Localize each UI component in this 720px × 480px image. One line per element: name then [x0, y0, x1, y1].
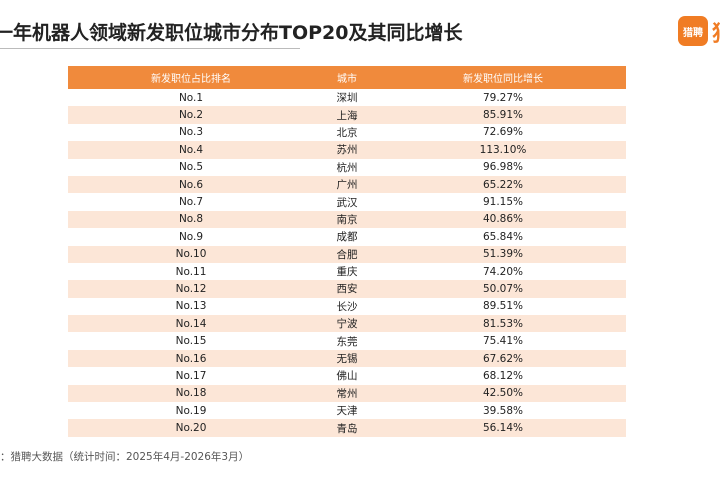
table-cell: No.8	[68, 210, 314, 229]
table-cell: 79.27%	[482, 91, 524, 104]
table-row: No.11 重庆 74.20%	[68, 263, 626, 280]
table-row: No.10 合肥 51.39%	[68, 245, 626, 263]
table-cell: 50.07%	[380, 280, 626, 298]
table-cell: No.9	[178, 230, 204, 243]
column-header: 新发职位占比排名	[68, 66, 314, 89]
table-cell: 广州	[314, 175, 380, 194]
table-cell: 深圳	[336, 92, 358, 105]
table-cell: 65.84%	[482, 230, 524, 243]
table-cell: 89.51%	[482, 300, 524, 313]
table-cell: 67.62%	[380, 349, 626, 368]
table-cell: 56.14%	[380, 419, 626, 437]
table-cell: 青岛	[314, 419, 380, 437]
table-cell: 113.10%	[380, 141, 626, 159]
table-row: No.9 成都 65.84%	[68, 228, 626, 245]
table-cell: 西安	[314, 280, 380, 298]
table-cell: 武汉	[336, 196, 358, 209]
source-note: ：猎聘大数据（统计时间：2025年4月-2026年3月）	[0, 451, 250, 463]
table-cell: No.3	[178, 126, 204, 139]
table-row: No.6 广州 65.22%	[68, 175, 626, 194]
table-cell: 重庆	[336, 266, 358, 279]
table-row: No.17 佛山 68.12%	[68, 367, 626, 384]
table-cell: 杭州	[336, 161, 358, 174]
table-cell: No.2	[68, 106, 314, 124]
table-cell: No.7	[178, 196, 204, 209]
table-cell: 合肥	[314, 245, 380, 263]
table-cell: 51.39%	[380, 245, 626, 263]
table-cell: 天津	[336, 405, 358, 418]
logo-icon: 猎聘	[678, 16, 708, 46]
table-cell: 75.41%	[482, 335, 524, 348]
logo-text: 猎	[712, 16, 720, 48]
table-row: No.5 杭州 96.98%	[68, 159, 626, 176]
table-row: No.7 武汉 91.15%	[68, 193, 626, 210]
table-cell: No.10	[68, 245, 314, 263]
table-cell: 42.50%	[380, 384, 626, 403]
table-row: No.14 宁波 81.53%	[68, 315, 626, 333]
table-cell: No.20	[68, 419, 314, 437]
table-cell: 68.12%	[482, 369, 524, 382]
table-cell: 39.58%	[482, 404, 524, 417]
table-cell: 长沙	[336, 300, 358, 313]
table-cell: No.6	[68, 175, 314, 194]
table-cell: 宁波	[314, 315, 380, 333]
table-cell: No.14	[68, 315, 314, 333]
table-row: No.19 天津 39.58%	[68, 402, 626, 419]
table-row: No.20 青岛 56.14%	[68, 419, 626, 437]
table-cell: 91.15%	[482, 196, 524, 209]
table-row: No.16 无锡 67.62%	[68, 349, 626, 368]
ranking-table: 新发职位占比排名 城市 新发职位同比增长 No.1 深圳 79.27% No.2 上海 85.…	[68, 66, 626, 437]
table-cell: No.1	[178, 91, 204, 104]
header-row: 新发职位占比排名 城市 新发职位同比增长	[68, 66, 626, 89]
table-cell: 南京	[314, 210, 380, 229]
table-cell: 65.22%	[380, 175, 626, 194]
table-cell: 74.20%	[482, 265, 524, 278]
table-cell: No.17	[175, 369, 207, 382]
table-row: No.13 长沙 89.51%	[68, 298, 626, 315]
table-cell: 无锡	[314, 349, 380, 368]
table-row: No.12 西安 50.07%	[68, 280, 626, 298]
table-cell: 72.69%	[482, 126, 524, 139]
table-cell: No.18	[68, 384, 314, 403]
title-rule	[0, 48, 300, 49]
table-row: No.4 苏州 113.10%	[68, 141, 626, 159]
table-cell: 40.86%	[380, 210, 626, 229]
table-cell: No.5	[178, 161, 204, 174]
table-cell: 佛山	[336, 370, 358, 383]
table-cell: 常州	[314, 384, 380, 403]
table-cell: No.16	[68, 349, 314, 368]
title: 一年机器人领域新发职位城市分布TOP20及其同比增长	[0, 22, 463, 44]
table-cell: 成都	[336, 231, 358, 244]
table-cell: No.11	[175, 265, 207, 278]
table-cell: 85.91%	[380, 106, 626, 124]
table-row: No.8 南京 40.86%	[68, 210, 626, 229]
table-cell: No.13	[175, 300, 207, 313]
table-cell: 苏州	[314, 141, 380, 159]
table-cell: 北京	[336, 126, 358, 139]
table-cell: 96.98%	[482, 161, 524, 174]
table-row: No.15 东莞 75.41%	[68, 332, 626, 349]
table-row: No.1 深圳 79.27%	[68, 89, 626, 106]
column-header: 城市	[314, 66, 380, 89]
table-cell: 上海	[314, 106, 380, 124]
table-cell: No.4	[68, 141, 314, 159]
column-header: 新发职位同比增长	[380, 66, 626, 89]
table-row: No.18 常州 42.50%	[68, 384, 626, 403]
table-cell: 81.53%	[380, 315, 626, 333]
table-cell: No.19	[175, 404, 207, 417]
table-body: No.1 深圳 79.27% No.2 上海 85.91% No.3 北京 72.69% No.4…	[68, 89, 626, 437]
table-cell: No.12	[68, 280, 314, 298]
table-row: No.3 北京 72.69%	[68, 124, 626, 141]
table-cell: 东莞	[336, 335, 358, 348]
table-cell: No.15	[175, 335, 207, 348]
table-row: No.2 上海 85.91%	[68, 106, 626, 124]
